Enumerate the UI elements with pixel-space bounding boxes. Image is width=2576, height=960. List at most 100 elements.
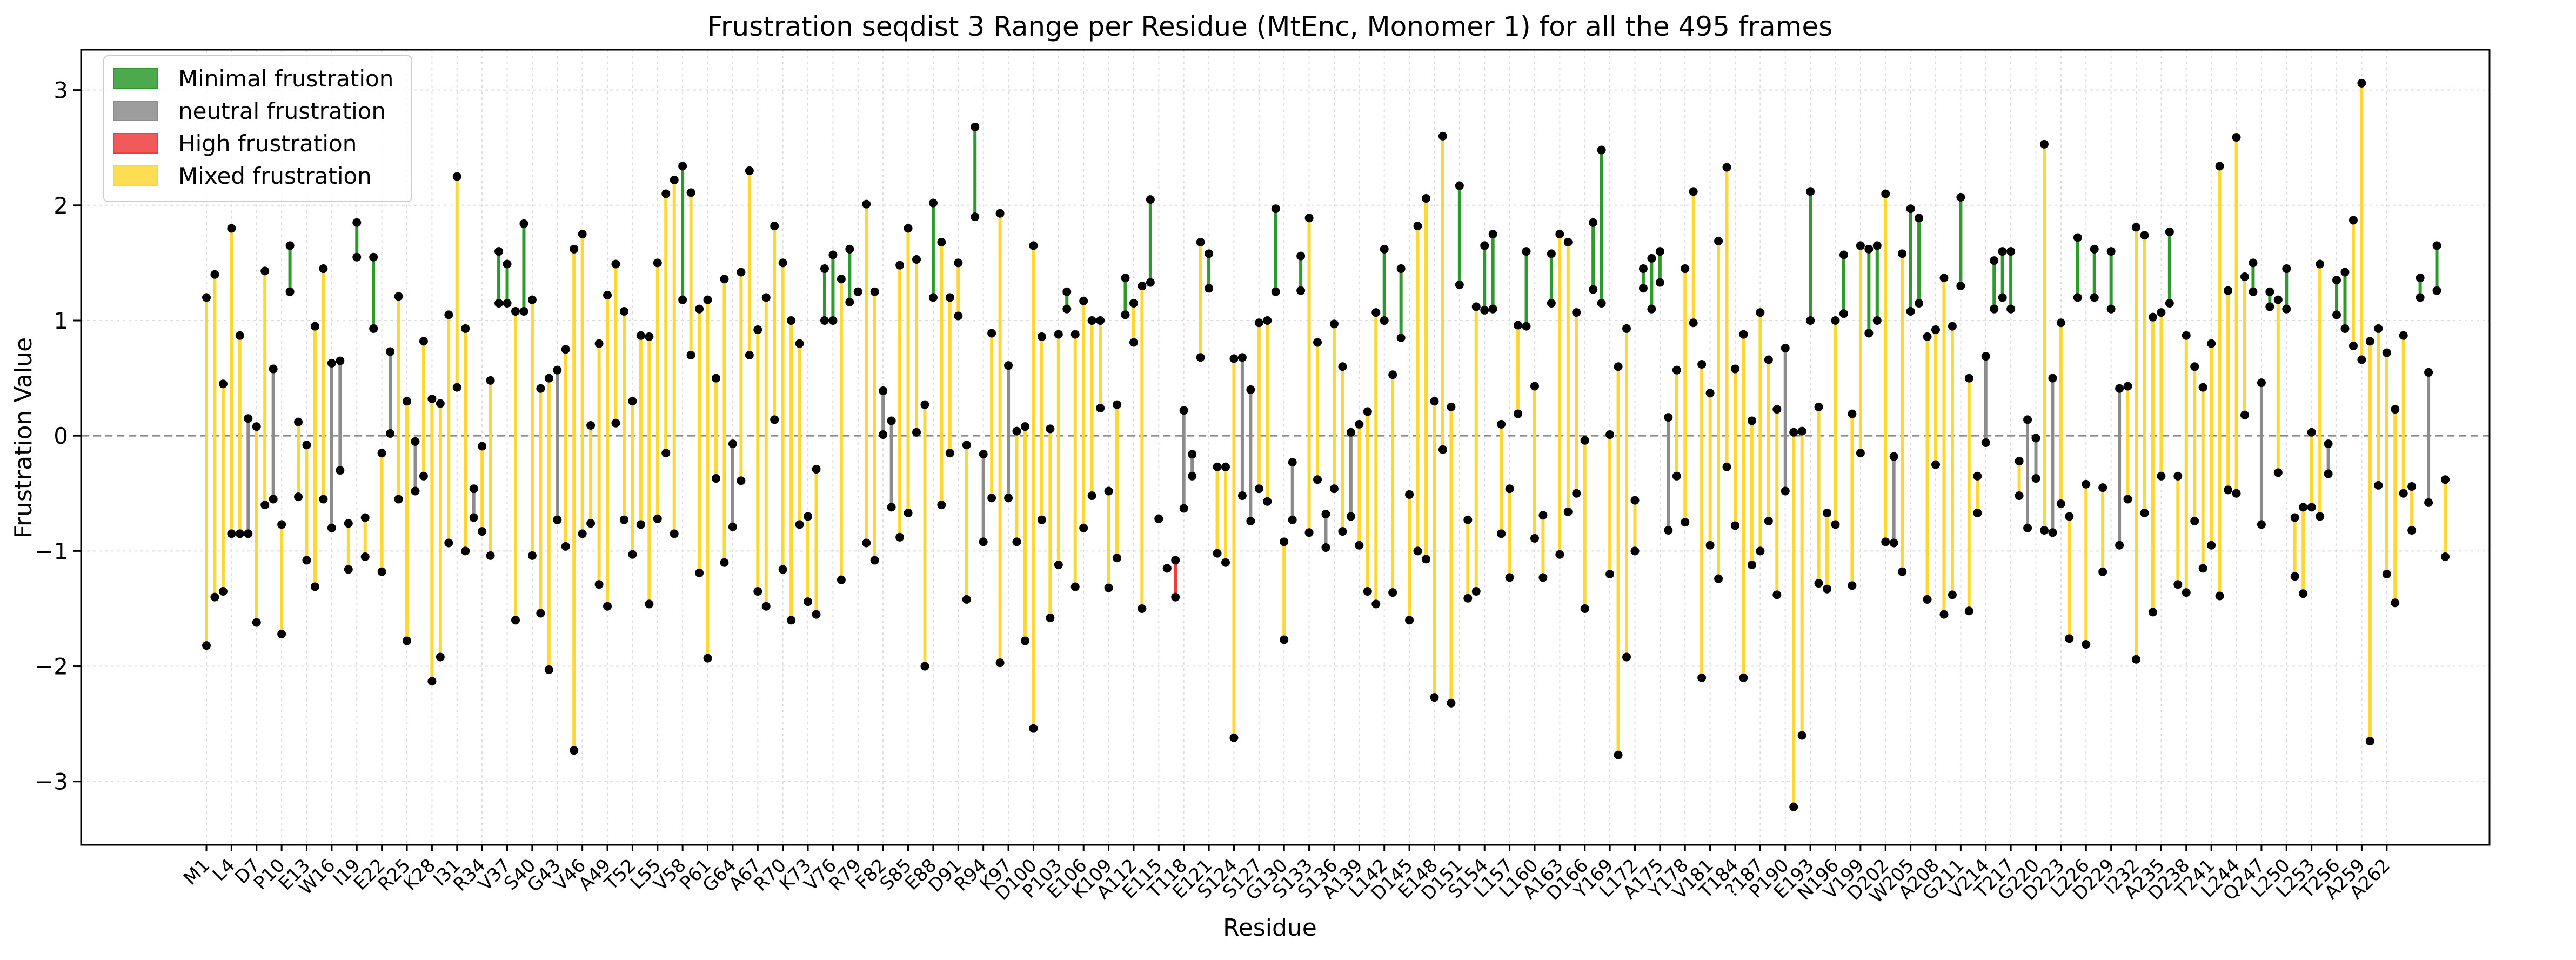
range-max-point [1848,409,1857,418]
range-min-point [1538,573,1548,582]
range-max-point [1605,430,1615,439]
range-max-point [1447,402,1456,411]
range-max-point [1363,407,1372,416]
range-min-point [737,476,746,485]
legend: Minimal frustration neutral frustration … [103,55,412,202]
range-min-point [995,658,1005,668]
range-min-point [444,538,453,548]
range-min-point [1321,543,1330,552]
range-max-point [703,295,712,304]
range-max-point [879,386,888,396]
range-min-point [703,654,712,663]
range-min-point [1480,305,1489,315]
range-max-point [1355,419,1364,429]
range-max-point [1254,318,1263,328]
range-max-point [1973,471,1982,481]
range-min-point [1664,525,1673,535]
range-max-point [2140,231,2149,240]
range-max-point [352,218,362,227]
range-min-point [486,551,495,560]
range-min-point [2240,410,2249,419]
range-min-point [2157,471,2166,481]
range-max-point [1638,264,1648,274]
range-max-point [1747,416,1756,425]
range-min-point [2282,304,2291,314]
range-max-point [1538,511,1548,520]
range-min-point [954,311,963,321]
range-endpoints [202,78,2450,811]
range-min-point [403,636,412,645]
range-min-point [2416,293,2425,302]
range-min-point [979,537,988,546]
range-min-point [1104,583,1113,592]
range-min-point [1263,497,1272,506]
range-min-point [1655,278,1664,287]
legend-box [103,55,412,202]
range-min-point [394,495,403,504]
range-max-point [853,287,862,296]
range-min-point [2316,512,2325,521]
range-min-point [1254,484,1263,494]
range-max-point [1614,362,1623,371]
range-max-point [2215,162,2224,171]
range-max-point [2282,264,2291,274]
range-min-point [519,306,528,316]
range-min-point [202,641,211,650]
range-min-point [862,538,871,548]
range-max-point [2232,133,2241,142]
range-max-point [2391,405,2400,414]
range-max-point [2357,78,2366,88]
range-min-point [1280,635,1289,644]
y-tick-label: −2 [35,654,68,680]
range-min-point [436,652,445,662]
range-min-point [2115,541,2124,550]
range-max-point [1889,452,1898,461]
range-max-point [1062,287,1072,296]
range-min-point [570,746,579,755]
range-max-point [870,287,879,296]
range-min-point [887,503,896,512]
range-max-point [2432,241,2441,250]
range-max-point [2082,479,2091,489]
range-max-point [1572,308,1581,317]
range-max-point [2365,337,2374,346]
range-max-point [971,122,980,131]
range-min-point [636,520,645,529]
range-min-point [645,599,654,609]
range-max-point [1814,402,1823,411]
range-max-point [386,347,395,356]
range-max-point [2257,378,2266,388]
range-max-point [2441,475,2450,484]
range-max-point [503,259,512,269]
range-min-point [686,350,695,359]
range-max-point [2065,512,2074,521]
range-max-point [1388,370,1397,379]
range-max-point [2324,439,2333,449]
range-max-point [828,250,838,259]
range-min-point [1471,586,1481,596]
range-max-point [728,439,737,449]
range-max-point [1756,308,1765,317]
range-max-point [1622,324,1631,333]
range-max-point [1923,332,1932,341]
range-max-point [427,394,437,403]
range-min-point [2056,499,2065,508]
range-max-point [904,224,913,233]
range-min-point [285,287,295,296]
range-max-point [1956,192,1965,202]
range-max-point [1380,244,1389,254]
range-min-point [578,529,587,538]
range-max-point [720,275,729,284]
range-max-point [1998,247,2007,256]
range-max-point [1714,236,1723,245]
range-min-point [1697,673,1707,682]
range-max-point [553,365,562,375]
range-max-point [962,441,971,450]
range-max-point [1906,204,1915,214]
range-max-point [218,379,228,389]
range-max-point [711,374,720,383]
range-min-point [1889,538,1898,548]
range-max-point [2340,268,2350,277]
